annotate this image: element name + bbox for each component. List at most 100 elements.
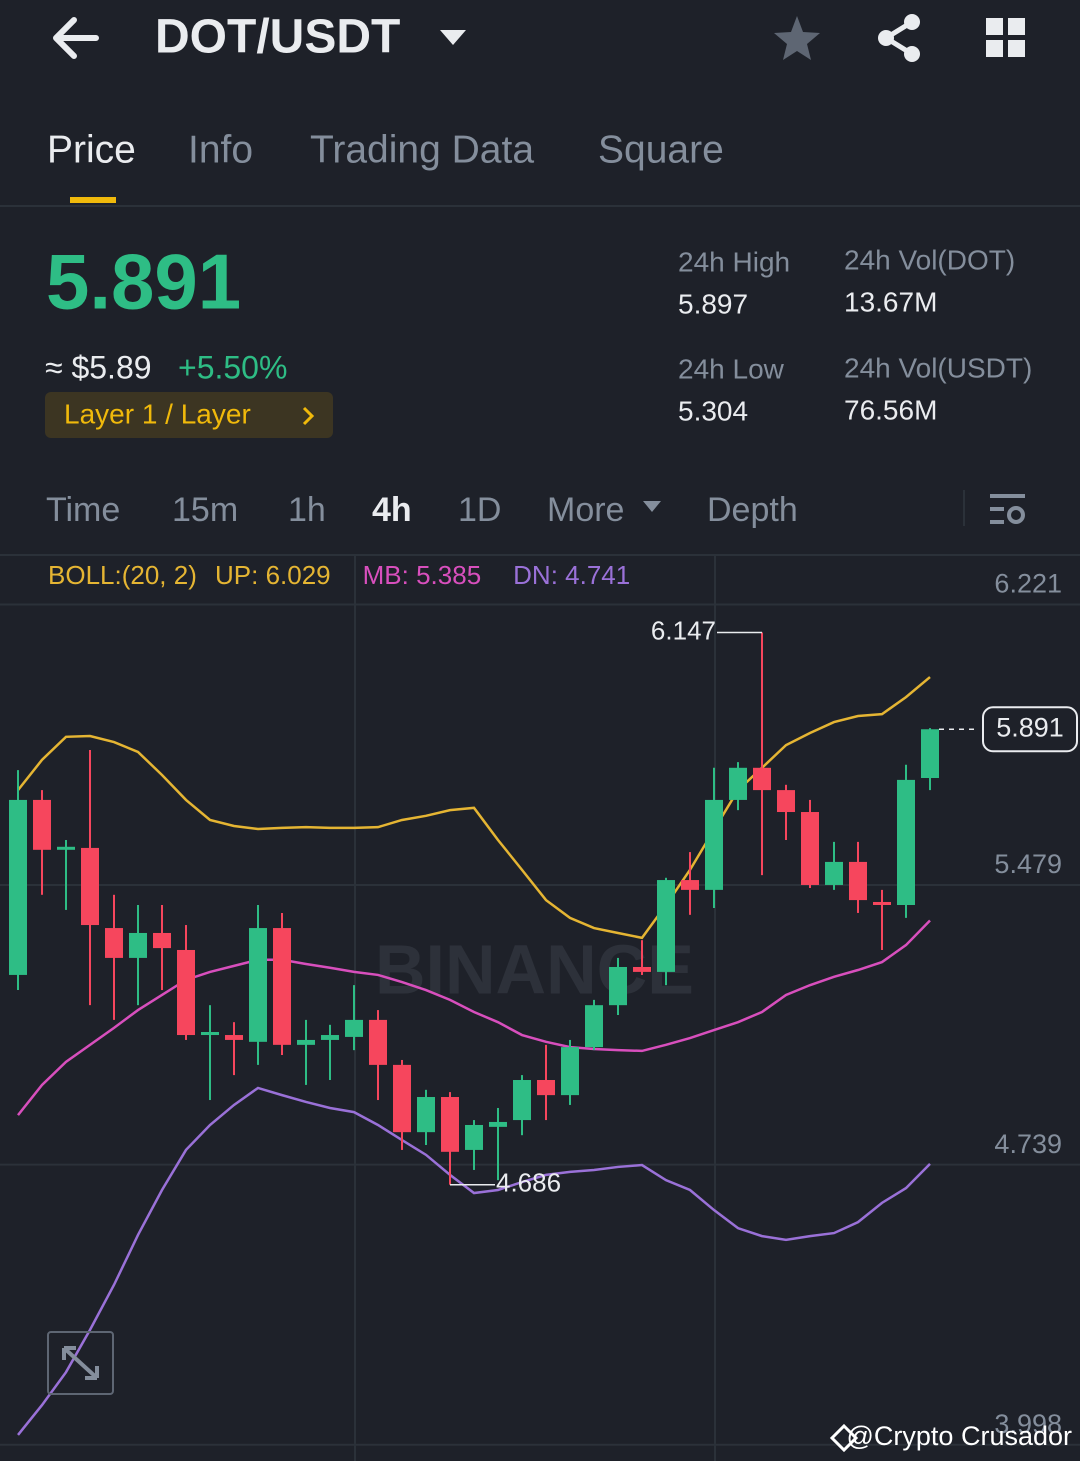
candle-body xyxy=(825,861,843,885)
candle-body xyxy=(105,928,123,958)
candle-body xyxy=(441,1097,459,1152)
candle-body xyxy=(153,932,171,949)
candle-body xyxy=(849,861,867,901)
candle-body xyxy=(777,790,795,813)
candle-body xyxy=(705,799,723,890)
settings-lines xyxy=(990,494,1025,524)
stat-value: 13.67M xyxy=(844,286,937,317)
candle-body xyxy=(633,966,651,972)
fiat-price: ≈ $5.89 xyxy=(45,349,152,385)
legend-entry: MB: 5.385 xyxy=(363,560,482,590)
pair-title[interactable]: DOT/USDT xyxy=(155,11,400,64)
tag-label: Layer 1 / Layer xyxy=(64,398,251,429)
grid-menu-icon[interactable] xyxy=(986,18,1025,57)
legend-entry: DN: 4.741 xyxy=(513,560,630,590)
active-tab-indicator xyxy=(70,197,116,203)
grid-cell xyxy=(986,18,1003,35)
pair-dropdown[interactable] xyxy=(440,30,466,45)
tab[interactable]: Trading Data xyxy=(310,128,534,171)
tab[interactable]: Square xyxy=(598,128,724,171)
share-lines xyxy=(881,19,914,57)
tab[interactable]: Info xyxy=(188,128,253,171)
candle-body xyxy=(513,1080,531,1121)
y-tick-label: 4.739 xyxy=(994,1129,1062,1159)
interval[interactable]: 15m xyxy=(172,491,238,529)
back-arrow xyxy=(53,17,99,59)
stat-value: 5.304 xyxy=(678,395,748,426)
candle-body xyxy=(753,767,771,791)
grid-cell xyxy=(986,40,1003,57)
grid-cell xyxy=(1008,40,1025,57)
credit: @Crypto Crusador xyxy=(847,1421,1072,1451)
interval[interactable]: Time xyxy=(46,491,120,529)
candle-body xyxy=(729,767,747,800)
price-change: +5.50% xyxy=(178,349,287,385)
last-price-box xyxy=(982,706,1078,753)
candle-body xyxy=(657,880,675,972)
chart-settings-icon[interactable] xyxy=(990,494,1025,524)
candle-body xyxy=(249,928,267,1042)
settings-gear xyxy=(1007,506,1025,524)
band-line xyxy=(17,1086,931,1436)
candle-body xyxy=(345,1019,363,1037)
tag-chevron xyxy=(302,406,315,426)
candle-body xyxy=(873,901,891,906)
divider xyxy=(963,490,965,526)
favorite-icon[interactable] xyxy=(774,16,820,60)
interval[interactable]: 1h xyxy=(288,491,326,529)
stat-label: 24h Vol(USDT) xyxy=(844,352,1032,383)
back-button[interactable] xyxy=(53,17,99,59)
low-label: 4.686 xyxy=(496,1168,561,1198)
band-line xyxy=(17,676,931,940)
expand-frame xyxy=(47,1331,114,1395)
stat-value: 76.56M xyxy=(844,394,937,425)
candle-body xyxy=(537,1080,555,1096)
expand-button[interactable] xyxy=(47,1331,114,1395)
candle-body xyxy=(225,1035,243,1040)
candle-body xyxy=(681,880,699,890)
last-price-label: 5.891 xyxy=(996,712,1064,742)
candle-chart: 6.221 5.479 4.739 3.998 UP: 6.029 MB: 5.385 DN… xyxy=(0,560,1080,1446)
expand-arrows xyxy=(62,1346,99,1380)
stat-label: 24h High xyxy=(678,246,790,277)
candle-body xyxy=(801,812,819,885)
candle-body xyxy=(33,799,51,850)
tab[interactable]: Price xyxy=(47,128,136,171)
indicator-label: BOLL:(20, 2) xyxy=(48,560,197,590)
stat-label: 24h Low xyxy=(678,353,785,384)
candle-body xyxy=(57,846,75,850)
y-tick-label: 3.998 xyxy=(994,1409,1062,1439)
candle-body xyxy=(177,949,195,1036)
interval[interactable]: Depth xyxy=(707,491,798,529)
y-tick-label: 6.221 xyxy=(994,569,1062,599)
candle-body xyxy=(489,1121,507,1127)
candle-body xyxy=(81,847,99,926)
high-label: 6.147 xyxy=(651,615,716,645)
category-tag[interactable]: Layer 1 / Layer xyxy=(45,392,333,438)
candle-body xyxy=(321,1035,339,1040)
more-dropdown[interactable] xyxy=(643,501,661,512)
interval-active[interactable]: 4h xyxy=(372,491,412,529)
candle-body xyxy=(201,1032,219,1036)
candle-body xyxy=(297,1039,315,1045)
candle-body xyxy=(921,729,939,779)
candle-body xyxy=(9,799,27,975)
share-icon[interactable] xyxy=(878,14,920,62)
divider xyxy=(0,205,1080,207)
tag-background xyxy=(45,392,333,438)
band-line xyxy=(17,919,931,1116)
grid-cell xyxy=(1008,18,1025,35)
interval[interactable]: 1D xyxy=(458,491,501,529)
candle-body xyxy=(561,1047,579,1096)
legend-entry: UP: 6.029 xyxy=(215,560,331,590)
candle-body xyxy=(369,1019,387,1065)
candle-body xyxy=(609,966,627,1006)
candle-body xyxy=(417,1097,435,1133)
divider xyxy=(0,554,1080,556)
interval[interactable]: More xyxy=(547,491,624,529)
y-tick-label: 5.479 xyxy=(994,849,1062,879)
candle-body xyxy=(273,928,291,1045)
candle-body xyxy=(897,779,915,906)
credit-logo xyxy=(829,1423,859,1453)
